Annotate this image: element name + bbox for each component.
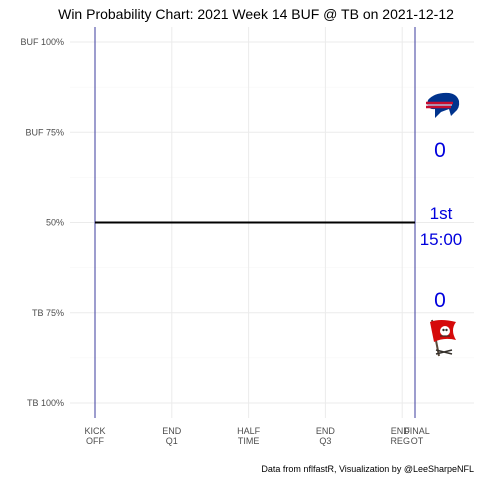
buccaneers-flag-logo-icon	[430, 319, 456, 357]
chart-title: Win Probability Chart: 2021 Week 14 BUF …	[58, 6, 454, 22]
bills-logo-icon	[426, 92, 460, 118]
chart-caption: Data from nflfastR, Visualization by @Le…	[261, 464, 474, 474]
y-tick-label: TB 100%	[27, 398, 64, 408]
y-tick-label: BUF 100%	[20, 37, 64, 47]
x-tick-label: END Q3	[316, 426, 336, 446]
home-team-score: 0	[434, 289, 446, 312]
game-clock-time: 15:00	[420, 230, 463, 249]
away-team-score: 0	[434, 139, 446, 162]
y-tick-label: TB 75%	[32, 308, 64, 318]
x-tick-label: END REG	[390, 426, 410, 446]
x-tick-label: END Q1	[162, 426, 182, 446]
y-axis-tick-labels: BUF 100% BUF 75% 50% TB 75% TB 100%	[20, 37, 64, 408]
y-tick-label: 50%	[46, 218, 64, 228]
y-tick-label: BUF 75%	[25, 127, 64, 137]
x-tick-label: HALF TIME	[237, 426, 261, 446]
game-quarter: 1st	[430, 204, 453, 223]
x-tick-label: FINAL OT	[404, 426, 430, 446]
x-tick-label: KICK OFF	[84, 426, 105, 446]
